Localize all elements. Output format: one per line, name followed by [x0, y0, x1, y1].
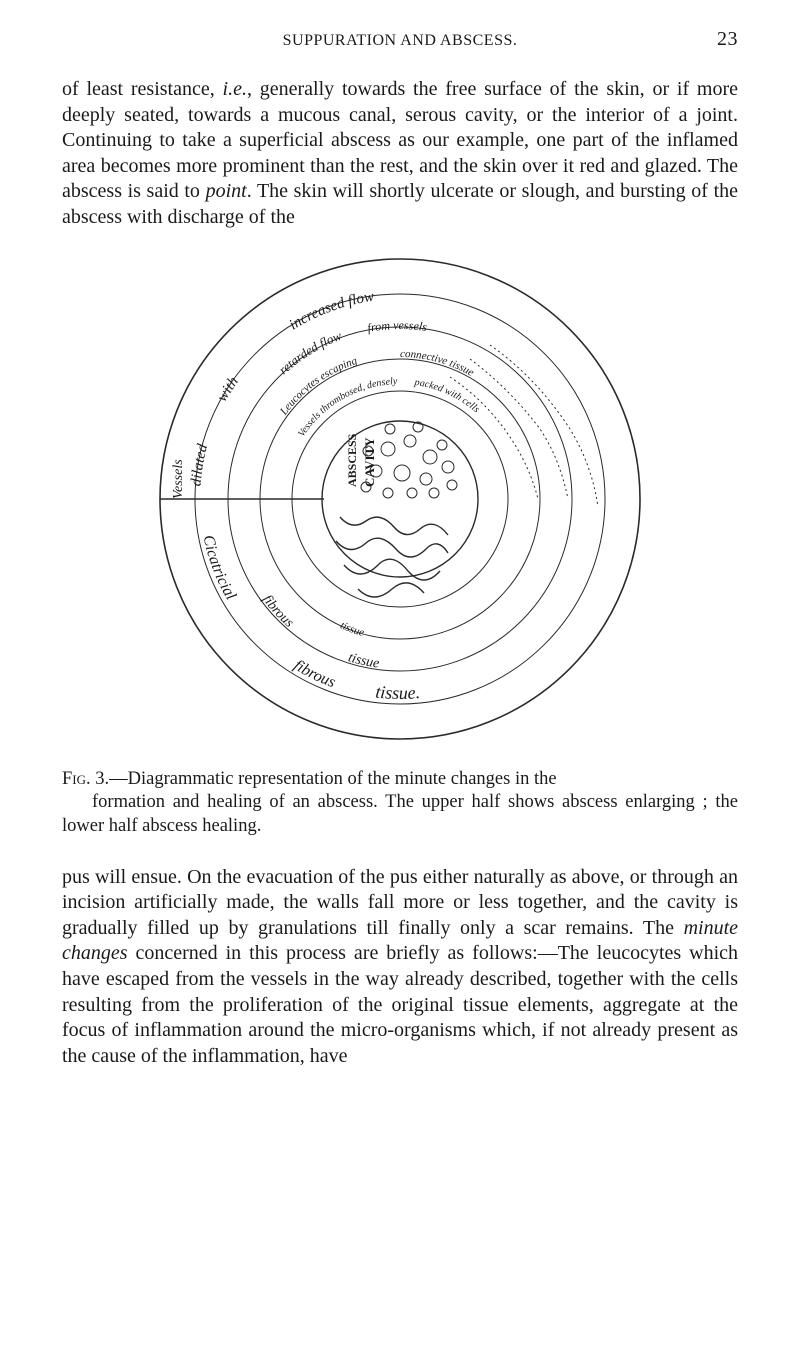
- caption-line1: —Diagrammatic representation of the minu…: [109, 769, 556, 789]
- para1-point: point: [206, 180, 247, 202]
- abscess-diagram-svg: increased flow with dilated retarded flo…: [130, 249, 670, 749]
- paragraph-2: pus will ensue. On the evacuation of the…: [62, 865, 738, 1070]
- label-tissue2: tissue.: [375, 681, 421, 702]
- para1-text-a: of least resistance,: [62, 78, 223, 100]
- label-abscess: ABSCESS: [345, 433, 359, 487]
- caption-fig-label: Fig. 3.: [62, 769, 109, 789]
- para2-text-a: pus will ensue. On the evacuation of the…: [62, 866, 738, 939]
- header-title: SUPPURATION AND ABSCESS.: [102, 32, 698, 50]
- page-number: 23: [698, 28, 738, 51]
- running-header: SUPPURATION AND ABSCESS. 23: [62, 28, 738, 51]
- para1-ie: i.e.: [223, 78, 247, 100]
- label-cavity: CAVITY: [362, 436, 377, 486]
- figure-3: increased flow with dilated retarded flo…: [62, 249, 738, 754]
- svg-text:tissue.: tissue.: [375, 681, 421, 702]
- figure-caption: Fig. 3.—Diagrammatic representation of t…: [62, 768, 738, 839]
- label-vessels: Vessels: [171, 458, 186, 498]
- page: SUPPURATION AND ABSCESS. 23 of least res…: [0, 0, 800, 1127]
- paragraph-1: of least resistance, i.e., generally tow…: [62, 77, 738, 231]
- caption-line2: formation and healing of an abscess. The…: [62, 792, 738, 836]
- para2-text-b: concerned in this process are briefly as…: [62, 942, 738, 1066]
